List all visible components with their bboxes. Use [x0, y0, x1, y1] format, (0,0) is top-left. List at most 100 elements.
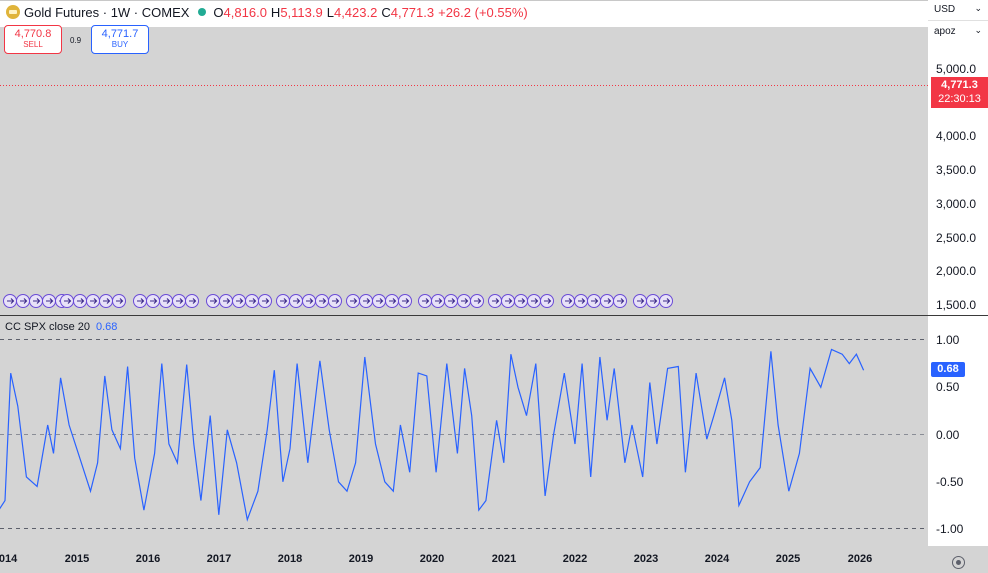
buy-label: BUY [111, 40, 129, 49]
time-tick: 2022 [562, 553, 588, 565]
indicator-legend[interactable]: CC SPX close 20 0.68 [5, 321, 117, 333]
price-tick: 3,500.0 [936, 163, 977, 177]
event-arrow-icon[interactable] [431, 294, 445, 308]
indicator-value: 0.68 [95, 321, 118, 333]
event-arrow-icon[interactable] [258, 294, 272, 308]
market-open-icon [198, 8, 207, 16]
time-tick: 2026 [847, 553, 873, 565]
indicator-tick: 0.50 [936, 380, 960, 394]
price-tick: 5,000.0 [936, 62, 977, 76]
time-tick: 2020 [419, 553, 445, 565]
ohlc-low-value: 4,423.2 [333, 4, 378, 20]
time-tick: 2019 [348, 553, 374, 565]
event-arrow-icon[interactable] [16, 294, 30, 308]
event-arrow-icon[interactable] [86, 294, 100, 308]
buy-price: 4,771.7 [101, 28, 139, 40]
last-price-tag: 4,771.3 22:30:13 [931, 77, 988, 108]
spread-value: 0.9 [70, 36, 82, 45]
event-arrow-icon[interactable] [3, 294, 17, 308]
time-tick: 2023 [633, 553, 659, 565]
event-arrow-icon[interactable] [613, 294, 627, 308]
event-arrow-icon[interactable] [600, 294, 614, 308]
time-axis[interactable] [0, 0, 988, 27]
event-arrow-icon[interactable] [540, 294, 554, 308]
event-arrow-icon[interactable] [206, 294, 220, 308]
ohlc-high-value: 5,113.9 [280, 4, 323, 20]
event-arrow-icon[interactable] [444, 294, 458, 308]
event-arrow-icon[interactable] [372, 294, 386, 308]
event-arrow-icon[interactable] [457, 294, 471, 308]
currency-label: USD [934, 4, 956, 15]
event-arrow-icon[interactable] [302, 294, 316, 308]
indicator-tick: 1.00 [936, 333, 960, 347]
event-arrow-icon[interactable] [418, 294, 432, 308]
event-arrow-icon[interactable] [219, 294, 233, 308]
event-arrow-icon[interactable] [659, 294, 673, 308]
price-chart-pane[interactable] [0, 0, 928, 315]
event-arrow-icon[interactable] [276, 294, 290, 308]
event-arrow-icon[interactable] [359, 294, 373, 308]
event-arrow-icon[interactable] [133, 294, 147, 308]
ohlc-low-key: L [326, 4, 334, 20]
price-axis[interactable] [928, 0, 988, 315]
bar-countdown: 22:30:13 [938, 93, 981, 105]
event-arrow-icon[interactable] [328, 294, 342, 308]
event-markers-row [3, 294, 673, 308]
event-arrow-icon[interactable] [185, 294, 199, 308]
indicator-axis[interactable] [928, 316, 988, 546]
event-arrow-icon[interactable] [245, 294, 259, 308]
event-arrow-icon[interactable] [385, 294, 399, 308]
event-arrow-icon[interactable] [146, 294, 160, 308]
event-arrow-icon[interactable] [29, 294, 43, 308]
time-tick: 2015 [64, 553, 90, 565]
event-arrow-icon[interactable] [646, 294, 660, 308]
ohlc-high-key: H [270, 4, 281, 20]
event-arrow-icon[interactable] [232, 294, 246, 308]
symbol-title[interactable]: Gold Futures · 1W · COMEX [24, 4, 190, 20]
chevron-down-icon: ⌄ [974, 3, 982, 13]
event-arrow-icon[interactable] [99, 294, 113, 308]
event-arrow-icon[interactable] [470, 294, 484, 308]
unit-dropdown[interactable]: apoz ⌄ [928, 22, 988, 43]
event-arrow-icon[interactable] [488, 294, 502, 308]
ohlc-open-key: O [213, 4, 224, 20]
price-tick: 2,500.0 [936, 231, 977, 245]
indicator-value-tag: 0.68 [931, 362, 965, 377]
sell-label: SELL [23, 40, 43, 49]
event-arrow-icon[interactable] [289, 294, 303, 308]
price-tick: 3,000.0 [936, 197, 977, 211]
event-arrow-icon[interactable] [60, 294, 74, 308]
event-arrow-icon[interactable] [315, 294, 329, 308]
pane-separator[interactable] [0, 315, 988, 316]
chevron-down-icon: ⌄ [974, 25, 982, 35]
event-arrow-icon[interactable] [561, 294, 575, 308]
unit-label: apoz [934, 26, 956, 37]
symbol-legend[interactable]: Gold Futures · 1W · COMEX O 4,816.0 H 5,11… [6, 3, 532, 21]
event-arrow-icon[interactable] [172, 294, 186, 308]
indicator-tick: 0.00 [936, 428, 960, 442]
event-arrow-icon[interactable] [159, 294, 173, 308]
event-arrow-icon[interactable] [346, 294, 360, 308]
event-arrow-icon[interactable] [633, 294, 647, 308]
event-arrow-icon[interactable] [587, 294, 601, 308]
event-arrow-icon[interactable] [574, 294, 588, 308]
event-arrow-icon[interactable] [112, 294, 126, 308]
settings-icon[interactable] [952, 556, 965, 569]
time-tick: 2016 [135, 553, 161, 565]
indicator-pane[interactable] [0, 316, 928, 546]
last-price-value: 4,771.3 [941, 79, 978, 91]
event-arrow-icon[interactable] [42, 294, 56, 308]
price-tick: 4,000.0 [936, 129, 977, 143]
buy-button[interactable]: 4,771.7 BUY [91, 25, 149, 54]
event-arrow-icon[interactable] [514, 294, 528, 308]
time-tick: 2017 [206, 553, 232, 565]
currency-dropdown[interactable]: USD ⌄ [928, 0, 988, 21]
sell-button[interactable]: 4,770.8 SELL [4, 25, 62, 54]
indicator-name: CC SPX close 20 [5, 321, 90, 333]
event-arrow-icon[interactable] [501, 294, 515, 308]
time-tick: 2014 [0, 553, 18, 565]
event-arrow-icon[interactable] [398, 294, 412, 308]
event-arrow-icon[interactable] [527, 294, 541, 308]
ohlc-open-value: 4,816.0 [223, 4, 267, 20]
event-arrow-icon[interactable] [73, 294, 87, 308]
